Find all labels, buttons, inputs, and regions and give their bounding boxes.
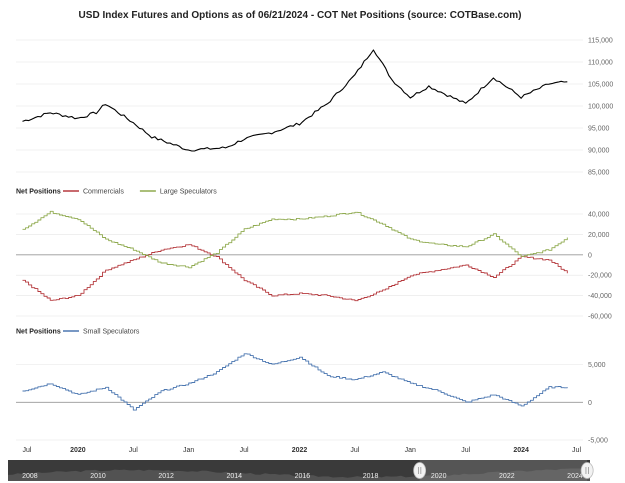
legend: Net Positions Small Speculators: [16, 329, 140, 336]
series-line-price: [22, 49, 568, 152]
navigator-year-label: 2020: [431, 473, 447, 480]
y-tick-label: 110,000: [588, 60, 613, 67]
legend-label: Commercials: [83, 189, 124, 196]
x-tick-label: 2022: [292, 447, 308, 454]
navigator-year-label: 2014: [226, 473, 242, 480]
chart-panels: 115,000 110,000 105,000 100,000 95,000 90,000…: [16, 38, 613, 445]
legend-label: Small Speculators: [83, 329, 140, 336]
y-tick-label: -60,000: [588, 314, 612, 321]
x-tick-label: 2024: [513, 447, 529, 454]
legend-item[interactable]: Small Speculators: [63, 329, 140, 336]
navigator[interactable]: 2008 2010 2012 2014 2016 2018 2020 2022 2024: [8, 460, 594, 481]
x-tick-label: 2020: [70, 447, 86, 454]
x-tick-label: Jan: [405, 447, 416, 454]
panel-net_positions: 40,000 20,000 0 -20,000 -40,000 -60,000: [16, 210, 612, 321]
navigator-handle-left[interactable]: [413, 462, 427, 479]
x-tick-label: Jul: [572, 447, 581, 454]
navigator-year-label: 2022: [499, 473, 515, 480]
navigator-year-label: 2012: [158, 473, 174, 480]
x-tick-label: Jan: [183, 447, 194, 454]
panel-small_speculators: 5,000 0 -5,000: [16, 353, 608, 445]
navigator-year-label: 2008: [22, 473, 38, 480]
y-tick-label: 5,000: [588, 362, 606, 369]
x-tick-label: Jul: [240, 447, 249, 454]
handle-knob[interactable]: [580, 462, 594, 479]
x-tick-label: Jul: [350, 447, 359, 454]
navigator-handle-right[interactable]: [580, 462, 594, 479]
y-tick-label: 85,000: [588, 170, 610, 177]
navigator-year-label: 2018: [363, 473, 379, 480]
y-tick-label: -40,000: [588, 293, 612, 300]
series-line-large-speculators: [22, 210, 568, 269]
y-tick-label: 20,000: [588, 232, 610, 239]
panel-price: 115,000 110,000 105,000 100,000 95,000 90,000…: [16, 38, 613, 177]
y-tick-label: -5,000: [588, 438, 608, 445]
legend-title: Net Positions: [16, 329, 61, 336]
handle-knob[interactable]: [413, 462, 427, 479]
x-tick-label: Jul: [22, 447, 31, 454]
navigator-year-label: 2024: [567, 473, 583, 480]
navigator-selected-range[interactable]: [419, 460, 588, 481]
x-axis: Jul 2020 Jul Jan Jul 2022 Jul Jan Jul 2024 Jul: [22, 447, 581, 454]
y-tick-label: 90,000: [588, 148, 610, 155]
legend-title: Net Positions: [16, 189, 61, 196]
y-tick-label: -20,000: [588, 273, 612, 280]
legends: Net Positions Commercials Large Speculator…: [16, 189, 217, 336]
legend-item[interactable]: Large Speculators: [139, 189, 217, 196]
y-tick-label: 0: [588, 252, 592, 259]
series-line-commercials: [22, 244, 568, 302]
series-line-small-speculators: [22, 353, 568, 411]
y-tick-label: 0: [588, 400, 592, 407]
y-tick-label: 40,000: [588, 212, 610, 219]
navigator-year-label: 2016: [295, 473, 311, 480]
navigator-series: [8, 467, 590, 481]
navigator-year-label: 2010: [90, 473, 106, 480]
y-tick-label: 115,000: [588, 38, 613, 45]
chart-title: USD Index Futures and Options as of 06/2…: [79, 10, 522, 21]
y-tick-label: 95,000: [588, 126, 610, 133]
y-tick-label: 105,000: [588, 82, 613, 89]
x-tick-label: Jul: [461, 447, 470, 454]
y-tick-label: 100,000: [588, 104, 613, 111]
legend-item[interactable]: Commercials: [63, 189, 124, 196]
legend-label: Large Speculators: [160, 189, 217, 196]
legend: Net Positions Commercials Large Speculator…: [16, 189, 217, 196]
x-tick-label: Jul: [129, 447, 138, 454]
